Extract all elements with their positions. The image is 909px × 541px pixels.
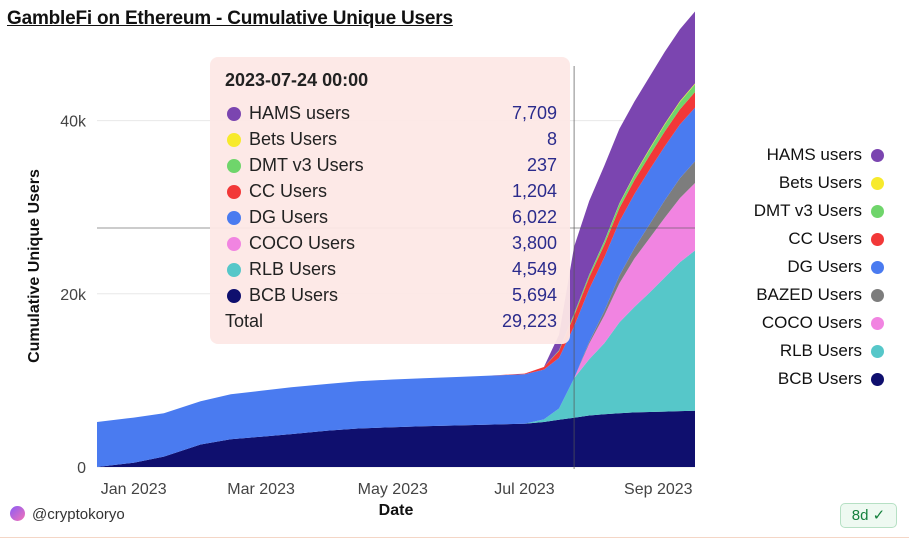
series-area xyxy=(97,410,695,467)
tooltip-row: DG Users 6,022 xyxy=(225,205,557,231)
legend-label: DG Users xyxy=(787,257,862,276)
legend-swatch xyxy=(871,373,884,386)
x-tick-label: Mar 2023 xyxy=(227,481,295,498)
chart-title: GambleFi on Ethereum - Cumulative Unique… xyxy=(7,8,453,29)
tooltip-series-label: RLB Users xyxy=(249,259,337,279)
legend-label: BCB Users xyxy=(777,369,862,388)
legend-swatch xyxy=(871,317,884,330)
author-credit[interactable]: @cryptokoryo xyxy=(10,506,125,523)
author-handle: @cryptokoryo xyxy=(32,506,125,523)
author-avatar-icon xyxy=(10,506,25,521)
tooltip-total-label: Total xyxy=(225,311,264,331)
series-color-swatch xyxy=(227,289,241,303)
tooltip-series-value: 7,709 xyxy=(511,103,557,123)
y-tick-label: 40k xyxy=(60,114,87,131)
y-tick-label: 20k xyxy=(60,287,87,304)
legend-swatch xyxy=(871,233,884,246)
tooltip-series-label: COCO Users xyxy=(249,233,356,253)
series-color-swatch xyxy=(227,133,241,147)
tooltip-series-label: DMT v3 Users xyxy=(249,155,364,175)
tooltip-total-row: Total 29,223 xyxy=(225,309,557,335)
series-color-swatch xyxy=(227,211,241,225)
legend-label: COCO Users xyxy=(761,313,862,332)
tooltip-series-label: CC Users xyxy=(249,181,328,201)
divider xyxy=(0,537,909,538)
tooltip-series-label: DG Users xyxy=(249,207,329,227)
series-color-swatch xyxy=(227,159,241,173)
series-color-swatch xyxy=(227,185,241,199)
tooltip-row: Bets Users 8 xyxy=(225,127,557,153)
y-tick-label: 0 xyxy=(77,460,86,477)
x-tick-label: Jan 2023 xyxy=(101,481,167,498)
refresh-badge[interactable]: 8d ✓ xyxy=(840,503,897,528)
tooltip-series-value: 5,694 xyxy=(511,285,557,305)
tooltip-series-label: BCB Users xyxy=(249,285,339,305)
series-color-swatch xyxy=(227,237,241,251)
legend-label: RLB Users xyxy=(779,341,862,360)
tooltip-total-value: 29,223 xyxy=(501,311,557,331)
legend-label: Bets Users xyxy=(778,173,862,192)
tooltip-series-value: 1,204 xyxy=(511,181,557,201)
x-axis-label: Date xyxy=(379,502,414,519)
legend-swatch xyxy=(871,177,884,190)
legend-label: HAMS users xyxy=(766,145,862,164)
tooltip-row: HAMS users 7,709 xyxy=(225,101,557,127)
tooltip-series-value: 237 xyxy=(526,155,557,175)
tooltip-row: DMT v3 Users 237 xyxy=(225,153,557,179)
legend-label: DMT v3 Users xyxy=(753,201,862,220)
legend-label: BAZED Users xyxy=(756,285,862,304)
tooltip-series-label: Bets Users xyxy=(249,129,338,149)
tooltip-row: CC Users 1,204 xyxy=(225,179,557,205)
tooltip-series-value: 6,022 xyxy=(511,207,557,227)
x-tick-label: May 2023 xyxy=(358,481,428,498)
legend-swatch xyxy=(871,289,884,302)
tooltip-date: 2023-07-24 00:00 xyxy=(225,70,369,90)
series-color-swatch xyxy=(227,107,241,121)
tooltip-series-label: HAMS users xyxy=(249,103,351,123)
hover-tooltip: 2023-07-24 00:00 HAMS users 7,709 Bets Use… xyxy=(210,57,570,344)
tooltip-row: BCB Users 5,694 xyxy=(225,283,557,309)
legend-swatch xyxy=(871,149,884,162)
tooltip-row: COCO Users 3,800 xyxy=(225,231,557,257)
tooltip-series-value: 3,800 xyxy=(511,233,557,253)
y-axis-label: Cumulative Unique Users xyxy=(26,169,43,363)
legend-swatch xyxy=(871,205,884,218)
tooltip-row: RLB Users 4,549 xyxy=(225,257,557,283)
tooltip-series-value: 4,549 xyxy=(511,259,557,279)
tooltip-series-value: 8 xyxy=(546,129,557,149)
legend-label: CC Users xyxy=(788,229,862,248)
series-color-swatch xyxy=(227,263,241,277)
x-tick-label: Jul 2023 xyxy=(494,481,555,498)
legend-swatch xyxy=(871,261,884,274)
x-tick-label: Sep 2023 xyxy=(624,481,693,498)
legend-swatch xyxy=(871,345,884,358)
series-area xyxy=(97,107,695,467)
